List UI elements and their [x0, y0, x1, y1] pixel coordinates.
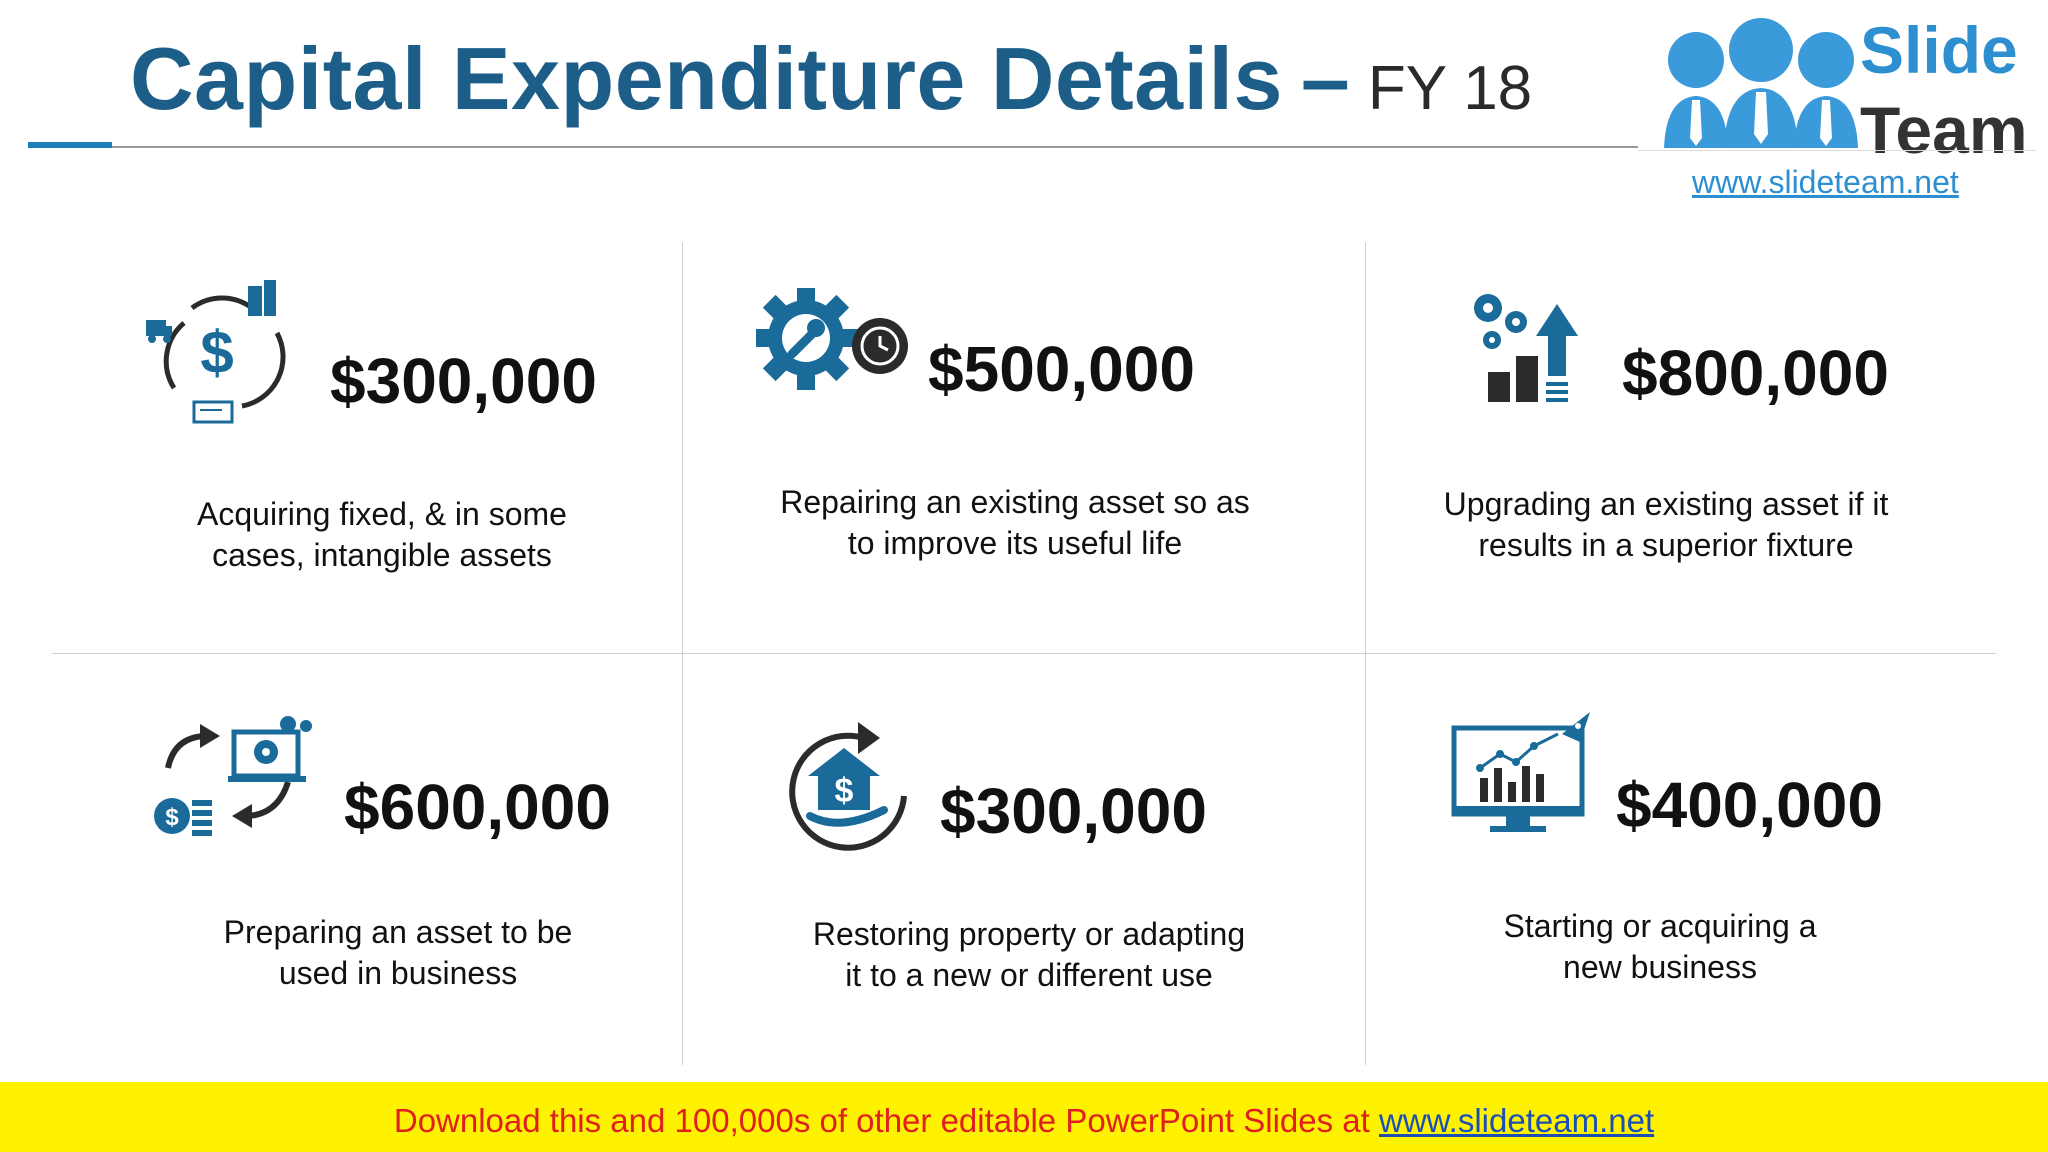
logo-word-slide: Slide: [1860, 13, 2018, 87]
svg-text:$: $: [165, 804, 179, 831]
title-text: Capital Expenditure Details: [130, 29, 1283, 128]
card-4-description: Preparing an asset to be used in busines…: [98, 912, 698, 994]
card-1-desc-line2: cases, intangible assets: [212, 537, 552, 573]
card-5-desc-line2: it to a new or different use: [845, 957, 1213, 993]
grid-divider-h: [52, 653, 1996, 654]
card-5-amount: $300,000: [940, 775, 1207, 847]
gear-wrench-icon: [756, 288, 908, 390]
title-underline-accent: [28, 142, 112, 148]
monitor-rocket-icon: [1451, 712, 1590, 832]
card-5-desc-line1: Restoring property or adapting: [812, 916, 1246, 952]
house-restore-icon: $: [789, 722, 907, 851]
dollar-cycle-icon: $: [146, 280, 286, 424]
logo-word-team: Team: [1860, 93, 2028, 167]
card-3-desc-line1: Upgrading an existing asset if it: [1443, 486, 1889, 522]
card-1-amount: $300,000: [330, 345, 597, 417]
asset-exchange-icon: $: [154, 716, 312, 836]
growth-chart-icon: [1474, 294, 1578, 402]
card-4-desc-line2: used in business: [278, 955, 518, 991]
card-2-desc-line2: to improve its useful life: [847, 525, 1183, 561]
card-6-desc-line2: new business: [1563, 949, 1757, 985]
card-4-desc-line1: Preparing an asset to be: [223, 914, 573, 950]
footer-banner: Download this and 100,000s of other edit…: [0, 1082, 2048, 1152]
svg-text:$: $: [835, 772, 854, 810]
logo-url-link[interactable]: www.slideteam.net: [1692, 164, 1959, 200]
svg-text:$: $: [200, 319, 233, 386]
people-logo-icon: [1664, 18, 1858, 148]
card-3-amount: $800,000: [1622, 337, 1889, 409]
title-underline: [28, 146, 1638, 148]
card-3-description: Upgrading an existing asset if it result…: [1366, 484, 1966, 566]
card-1-desc-line1: Acquiring fixed, & in some: [197, 496, 567, 532]
footer-text: Download this and 100,000s of other edit…: [0, 1102, 2048, 1140]
card-4-amount: $600,000: [344, 771, 611, 843]
slide-title: Capital Expenditure Details – FY 18: [130, 28, 1532, 130]
card-2-description: Repairing an existing asset so as to imp…: [700, 482, 1330, 564]
card-6-description: Starting or acquiring a new business: [1360, 906, 1960, 988]
card-1-description: Acquiring fixed, & in some cases, intang…: [82, 494, 682, 576]
slideteam-logo: Slide Team www.slideteam.net: [1638, 0, 2038, 200]
card-2-amount: $500,000: [928, 333, 1195, 405]
card-6-desc-line1: Starting or acquiring a: [1503, 908, 1817, 944]
card-2-desc-line1: Repairing an existing asset so as: [780, 484, 1250, 520]
logo-divider: [1638, 150, 2036, 197]
title-dash: –: [1300, 29, 1350, 128]
card-3-desc-line2: results in a superior fixture: [1478, 527, 1854, 563]
footer-link[interactable]: www.slideteam.net: [1379, 1102, 1655, 1139]
footer-message: Download this and 100,000s of other edit…: [393, 1102, 1379, 1139]
card-5-description: Restoring property or adapting it to a n…: [714, 914, 1344, 996]
title-subtitle: FY 18: [1367, 54, 1533, 123]
card-6-amount: $400,000: [1616, 769, 1883, 841]
